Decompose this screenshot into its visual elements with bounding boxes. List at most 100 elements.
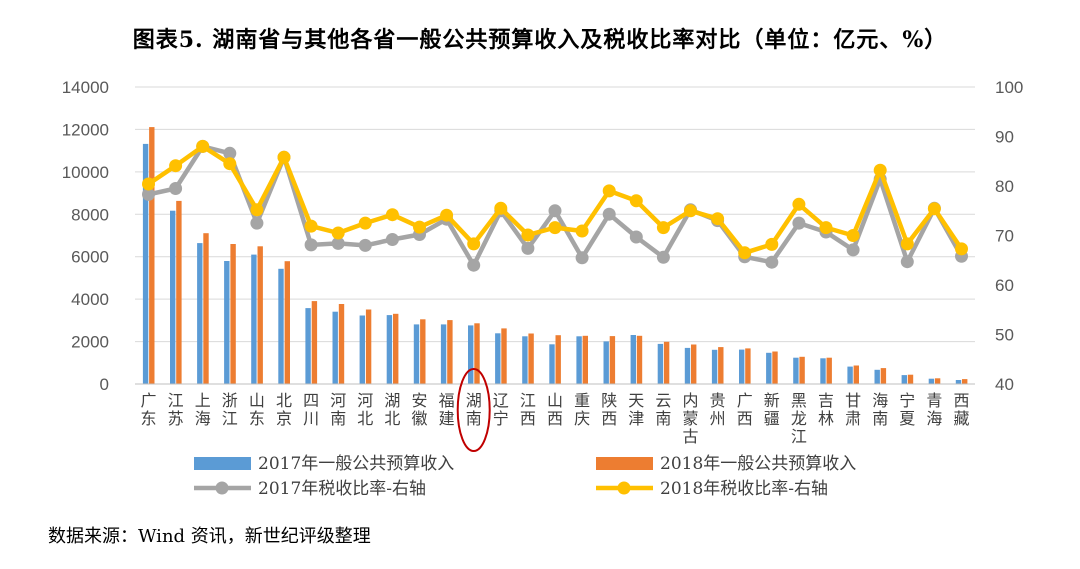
bar-2017-安徽 bbox=[413, 324, 420, 384]
point-2017-陕西 bbox=[602, 207, 616, 221]
bar-2017-青海 bbox=[928, 378, 935, 384]
point-2018-陕西 bbox=[602, 184, 616, 198]
x-tick-label-黑龙江: 黑龙江 bbox=[791, 391, 807, 446]
point-2018-福建 bbox=[440, 208, 454, 222]
legend-item-0: 2017年一般公共预算收入 bbox=[194, 454, 454, 474]
x-tick-char: 南 bbox=[330, 409, 346, 428]
x-tick-char: 西 bbox=[953, 391, 969, 410]
bar-2018-陕西 bbox=[609, 336, 616, 384]
point-2017-江苏 bbox=[169, 182, 183, 195]
bar-2017-海南 bbox=[874, 369, 880, 384]
point-2018-辽宁 bbox=[494, 201, 508, 215]
x-tick-char: 南 bbox=[466, 409, 482, 428]
y-right-tick-label: 90 bbox=[995, 128, 1014, 147]
x-tick-char: 西 bbox=[737, 409, 753, 428]
y-right-tick-label: 70 bbox=[995, 227, 1014, 246]
x-tick-char: 北 bbox=[384, 409, 400, 428]
x-tick-char: 徽 bbox=[411, 409, 427, 428]
x-tick-char: 云 bbox=[655, 391, 671, 410]
point-2018-青海 bbox=[927, 202, 941, 216]
bar-2017-江西 bbox=[522, 336, 528, 384]
chart-title: 图表5. 湖南省与其他各省一般公共预算收入及税收比率对比（单位：亿元、%） bbox=[132, 27, 948, 53]
x-tick-label-河南: 河南 bbox=[330, 391, 346, 428]
x-tick-label-广东: 广东 bbox=[140, 391, 156, 428]
bar-2018-云南 bbox=[663, 341, 670, 384]
x-tick-label-上海: 上海 bbox=[195, 391, 211, 428]
x-tick-label-云南: 云南 bbox=[655, 391, 671, 428]
point-2018-云南 bbox=[656, 221, 670, 235]
bar-2017-浙江 bbox=[224, 261, 230, 384]
bar-2018-贵州 bbox=[718, 347, 724, 384]
bar-2017-贵州 bbox=[711, 349, 718, 384]
x-tick-char: 浙 bbox=[222, 391, 238, 410]
x-tick-char: 北 bbox=[276, 391, 292, 410]
bar-2017-重庆 bbox=[576, 336, 582, 384]
x-tick-char: 州 bbox=[710, 409, 726, 428]
bar-2018-甘肃 bbox=[853, 365, 859, 384]
point-2017-重庆 bbox=[575, 251, 589, 265]
point-2018-四川 bbox=[304, 219, 318, 233]
point-2018-甘肃 bbox=[846, 229, 860, 242]
legend-item-1: 2018年一般公共预算收入 bbox=[596, 454, 856, 474]
point-2018-黑龙江 bbox=[792, 197, 806, 211]
x-tick-label-湖北: 湖北 bbox=[384, 391, 400, 428]
x-tick-char: 广 bbox=[140, 391, 156, 410]
x-tick-char: 肃 bbox=[845, 409, 861, 428]
point-2018-西藏 bbox=[955, 242, 968, 256]
x-tick-char: 甘 bbox=[845, 391, 861, 410]
bar-2017-内蒙古 bbox=[684, 347, 691, 384]
y-right-tick-label: 100 bbox=[995, 78, 1023, 97]
x-tick-label-北京: 北京 bbox=[276, 391, 292, 428]
x-tick-char: 贵 bbox=[710, 391, 726, 410]
point-2018-新疆 bbox=[765, 237, 779, 251]
bar-2018-山东 bbox=[257, 246, 263, 384]
x-tick-char: 天 bbox=[628, 391, 644, 410]
legend-label: 2018年一般公共预算收入 bbox=[660, 454, 856, 474]
x-tick-label-江苏: 江苏 bbox=[168, 391, 184, 428]
bar-2017-广西 bbox=[739, 349, 745, 384]
bar-2017-河北 bbox=[359, 315, 365, 384]
bar-2018-黑龙江 bbox=[799, 356, 805, 384]
bar-2017-上海 bbox=[197, 243, 203, 384]
y-left-tick-label: 10000 bbox=[62, 163, 109, 182]
x-tick-char: 宁 bbox=[899, 391, 915, 410]
bar-2018-吉林 bbox=[826, 357, 832, 384]
point-2018-重庆 bbox=[575, 224, 589, 238]
point-2017-河北 bbox=[358, 238, 372, 252]
x-tick-char: 古 bbox=[682, 427, 698, 446]
x-tick-label-陕西: 陕西 bbox=[601, 391, 617, 428]
x-tick-char: 新 bbox=[764, 391, 780, 410]
legend-item-3: 2018年税收比率-右轴 bbox=[596, 479, 828, 499]
bar-2017-吉林 bbox=[820, 358, 826, 384]
bar-2017-山东 bbox=[251, 254, 257, 384]
point-2018-河南 bbox=[331, 226, 345, 240]
point-2018-广东 bbox=[142, 177, 155, 191]
bar-2018-山西 bbox=[555, 335, 561, 384]
bar-2018-河南 bbox=[338, 304, 345, 384]
x-tick-label-内蒙古: 内蒙古 bbox=[682, 391, 698, 446]
line-series-2018 bbox=[147, 144, 964, 256]
bar-2018-青海 bbox=[934, 378, 941, 384]
point-2017-云南 bbox=[656, 250, 670, 264]
bar-2017-江苏 bbox=[170, 210, 176, 384]
x-tick-label-山东: 山东 bbox=[249, 391, 265, 428]
x-tick-char: 黑 bbox=[791, 391, 807, 410]
x-tick-char: 山 bbox=[249, 391, 265, 410]
point-2018-江苏 bbox=[169, 159, 183, 173]
x-tick-char: 安 bbox=[411, 391, 427, 410]
x-tick-char: 庆 bbox=[574, 409, 590, 428]
legend-label: 2018年税收比率-右轴 bbox=[660, 479, 828, 499]
y-left-tick-label: 2000 bbox=[71, 333, 109, 352]
bar-2018-江苏 bbox=[176, 200, 182, 384]
x-tick-char: 川 bbox=[303, 409, 319, 428]
x-tick-char: 陕 bbox=[601, 391, 617, 410]
series-lines bbox=[142, 139, 968, 272]
bar-2017-河南 bbox=[332, 311, 338, 384]
point-2018-湖北 bbox=[385, 208, 399, 222]
legend: 2017年一般公共预算收入 2018年一般公共预算收入 2017年税收比率-右轴 20… bbox=[194, 454, 856, 499]
point-2018-海南 bbox=[873, 163, 887, 177]
x-tick-label-吉林: 吉林 bbox=[818, 391, 834, 428]
bars bbox=[142, 127, 968, 384]
x-tick-char: 上 bbox=[195, 391, 211, 410]
x-tick-label-安徽: 安徽 bbox=[411, 391, 427, 428]
